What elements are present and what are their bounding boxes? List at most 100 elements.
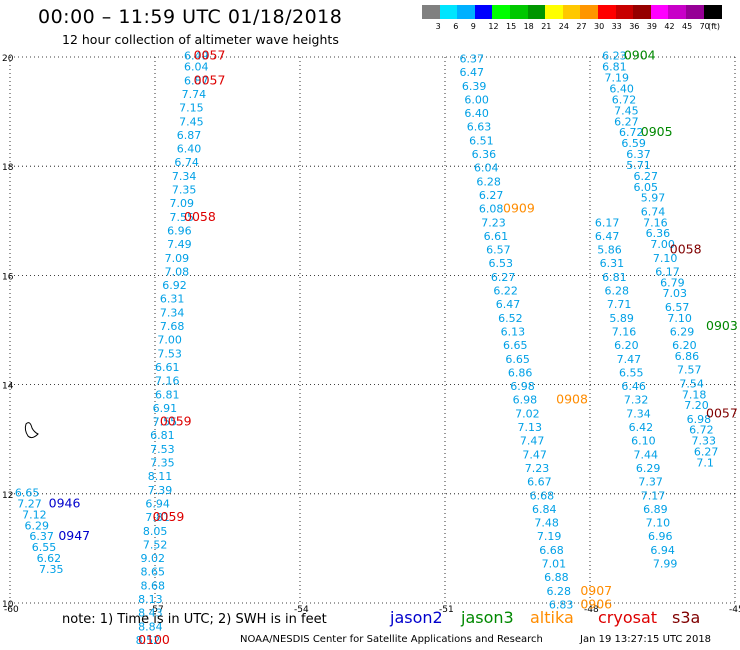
wave-height-value: 7.34 <box>160 306 185 319</box>
wave-height-value: 7.23 <box>481 216 506 229</box>
x-tick-label: -45 <box>729 605 740 615</box>
wave-height-value: 6.49 <box>184 50 209 63</box>
wave-height-value: 6.68 <box>539 544 564 557</box>
wave-height-value: 6.81 <box>602 271 627 284</box>
wave-height-value: 6.65 <box>505 353 529 366</box>
wave-height-value: 7.44 <box>634 448 659 461</box>
colorbar-label: 18 <box>523 22 534 31</box>
wave-height-value: 6.62 <box>37 552 62 565</box>
wave-height-value: 6.98 <box>510 380 535 393</box>
colorbar-label: 6 <box>453 22 459 31</box>
footer-agency: NOAA/NESDIS Center for Satellite Applica… <box>240 634 543 645</box>
pass-time-label: 0058 <box>184 209 216 224</box>
wave-height-value: 6.40 <box>609 82 634 95</box>
note-text: note: 1) Time is in UTC; 2) SWH is in fe… <box>62 612 327 627</box>
wave-height-value: 6.36 <box>472 148 497 161</box>
wave-height-value: 6.84 <box>532 503 557 516</box>
y-tick-label: 16 <box>2 272 14 282</box>
wave-height-value: 7.10 <box>667 312 692 325</box>
legend-item-altika: altika <box>530 608 574 627</box>
wave-height-value: 6.04 <box>184 61 209 74</box>
wave-height-value: 7.35 <box>172 184 197 197</box>
colorbar-swatch <box>633 5 652 19</box>
pass-time-label: 0057 <box>194 72 226 87</box>
wave-height-value: 7.00 <box>157 334 182 347</box>
wave-height-value: 7.02 <box>515 407 540 420</box>
wave-height-value: 6.29 <box>25 519 50 532</box>
wave-height-value: 6.61 <box>155 361 180 374</box>
wave-height-value: 6.27 <box>491 271 515 284</box>
wave-height-value: 7.1 <box>696 457 714 470</box>
wave-height-value: 7.10 <box>646 517 671 530</box>
wave-height-value: 5.86 <box>597 244 622 257</box>
wave-height-value: 7.15 <box>179 102 204 115</box>
wave-height-value: 6.61 <box>484 230 509 243</box>
wave-height-value: 7.34 <box>626 407 651 420</box>
wave-height-value: 6.72 <box>619 126 644 139</box>
wave-height-value: 6.63 <box>467 121 492 134</box>
colorbar-label: 15 <box>506 22 517 31</box>
colorbar-label: 36 <box>629 22 640 31</box>
x-tick-label: -57 <box>149 605 164 615</box>
island-outline <box>24 422 39 439</box>
wave-height-value: 7.03 <box>663 287 688 300</box>
wave-height-value: 7.20 <box>684 399 709 412</box>
wave-height-value: 6.10 <box>631 435 656 448</box>
colorbar-label: 45 <box>682 22 693 31</box>
wave-height-value: 6.86 <box>508 366 533 379</box>
wave-height-value: 6.27 <box>614 115 639 128</box>
wave-height-value: 6.89 <box>643 503 668 516</box>
colorbar-swatch <box>545 5 564 19</box>
pass-time-label: 0059 <box>153 509 185 524</box>
wave-height-value: 6.20 <box>614 339 639 352</box>
colorbar-label: 21 <box>541 22 552 31</box>
x-tick-label: -51 <box>439 605 454 615</box>
legend-item-jason3: jason3 <box>461 608 514 627</box>
wave-height-value: 7.49 <box>167 238 192 251</box>
wave-height-value: 6.46 <box>621 380 646 393</box>
wave-height-value: 6.87 <box>184 74 209 87</box>
wave-height-value: 6.94 <box>650 544 675 557</box>
wave-height-value: 7.45 <box>179 115 204 128</box>
wave-height-value: 5.71 <box>626 159 651 172</box>
x-tick-label: -60 <box>4 605 19 615</box>
wave-height-value: 6.91 <box>153 402 178 415</box>
wave-height-value: 7.09 <box>170 197 195 210</box>
wave-height-value: 6.31 <box>160 293 185 306</box>
wave-height-value: 7.55 <box>153 416 178 429</box>
wave-height-value: 6.40 <box>464 107 489 120</box>
wave-height-value: 6.08 <box>479 203 504 216</box>
wave-height-value: 6.47 <box>595 230 620 243</box>
wave-height-value: 6.72 <box>689 424 714 437</box>
wave-height-value: 6.65 <box>15 487 40 500</box>
wave-height-value: 7.35 <box>39 563 64 576</box>
wave-height-value: 6.87 <box>177 129 202 142</box>
wave-height-value: 8.05 <box>143 525 168 538</box>
wave-height-value: 7.53 <box>150 443 175 456</box>
wave-height-value: 6.42 <box>629 421 654 434</box>
wave-height-value: 7.19 <box>605 72 630 85</box>
wave-height-value: 7.99 <box>653 558 678 571</box>
pass-time-label: 0906 <box>580 596 612 611</box>
wave-height-value: 7.54 <box>679 377 704 390</box>
pass-time-label: 0059 <box>160 414 192 429</box>
wave-height-value: 7.57 <box>677 364 702 377</box>
wave-height-value: 7.23 <box>525 462 550 475</box>
wave-height-value: 7.47 <box>522 448 547 461</box>
wave-height-value: 6.36 <box>646 227 671 240</box>
pass-time-label: 0100 <box>138 632 170 647</box>
pass-time-label: 0905 <box>641 124 673 139</box>
wave-height-value: 7.81 <box>145 511 170 524</box>
legend-item-jason2: jason2 <box>390 608 443 627</box>
wave-height-value: 8.43 <box>138 607 163 620</box>
wave-height-value: 6.98 <box>687 413 712 426</box>
wave-height-value: 6.51 <box>469 134 494 147</box>
wave-height-value: 7.32 <box>624 394 649 407</box>
wave-height-value: 7.16 <box>155 375 180 388</box>
wave-height-value: 6.98 <box>513 394 538 407</box>
colorbar-label: 3 <box>435 22 441 31</box>
wave-height-value: 6.68 <box>530 489 555 502</box>
colorbar-swatch <box>510 5 529 19</box>
